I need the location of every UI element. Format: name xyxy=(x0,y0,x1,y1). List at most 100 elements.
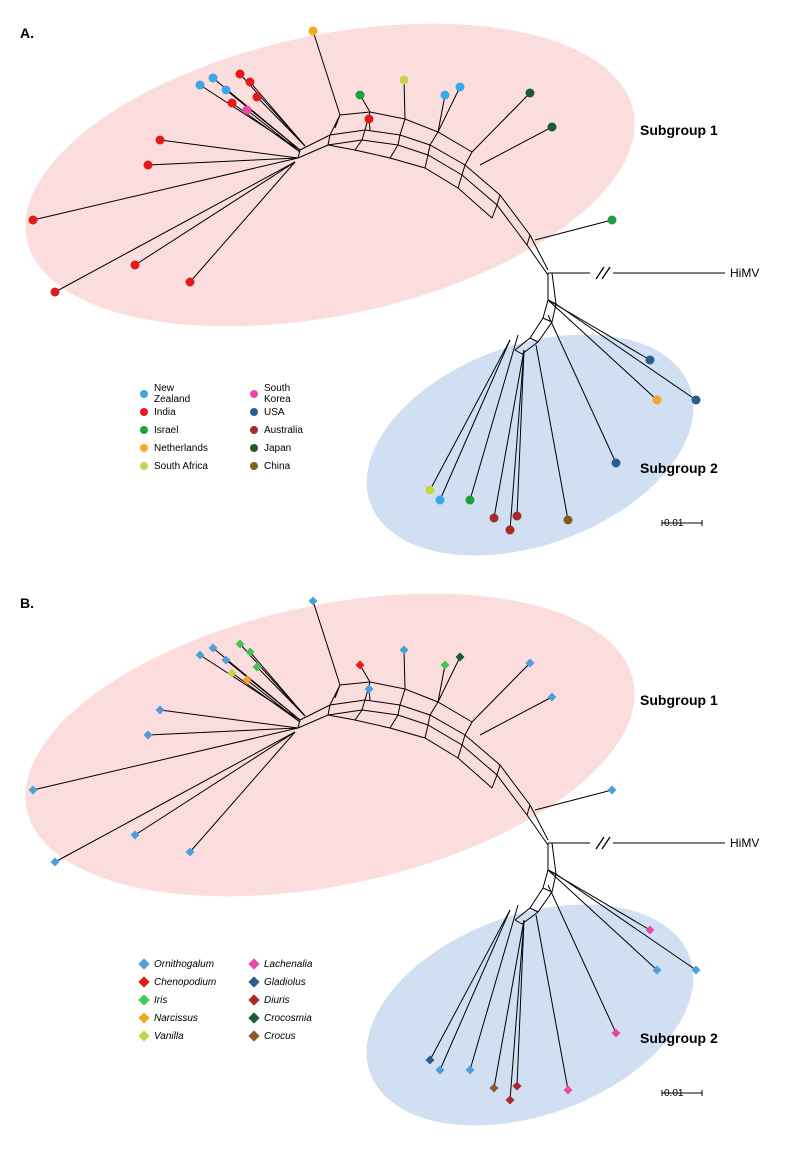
legend-item: Crocus xyxy=(250,1027,312,1045)
tip-marker xyxy=(612,459,621,468)
legend-item: Diuris xyxy=(250,991,312,1009)
legend-label: Diuris xyxy=(264,995,290,1006)
legend-marker xyxy=(138,1030,149,1041)
legend-label: Chenopodium xyxy=(154,977,216,988)
legend-marker xyxy=(250,426,258,434)
tip-marker xyxy=(144,161,153,170)
legend-item: South Africa xyxy=(140,457,208,475)
legend-label: Gladiolus xyxy=(264,977,306,988)
legend-item: Narcissus xyxy=(140,1009,216,1027)
legend-label: Vanilla xyxy=(154,1031,184,1042)
tip-marker xyxy=(51,288,60,297)
tip-marker xyxy=(564,516,573,525)
legend-marker xyxy=(250,462,258,470)
tip-marker xyxy=(356,91,365,100)
legend-label: Lachenalia xyxy=(264,959,312,970)
legend-item: China xyxy=(250,457,303,475)
tip-marker xyxy=(156,136,165,145)
legend-marker xyxy=(248,1012,259,1023)
panel-b-label: B. xyxy=(20,595,34,611)
legend-marker xyxy=(140,408,148,416)
legend-item: India xyxy=(140,403,208,421)
tip-marker xyxy=(309,27,318,36)
tip-marker xyxy=(243,106,252,115)
tip-marker xyxy=(400,76,409,85)
legend-label: South Africa xyxy=(154,461,208,472)
subgroup-1-ellipse xyxy=(0,544,662,947)
tip-marker xyxy=(228,99,237,108)
tip-marker xyxy=(513,512,522,521)
legend-label: Netherlands xyxy=(154,443,208,454)
legend-item: Netherlands xyxy=(140,439,208,457)
legend-marker xyxy=(140,390,148,398)
tip-marker xyxy=(456,83,465,92)
legend-label: Japan xyxy=(264,443,291,454)
tip-marker xyxy=(131,261,140,270)
tip-marker xyxy=(653,396,662,405)
tip-marker xyxy=(436,496,445,505)
tip-marker xyxy=(526,89,535,98)
tip-marker xyxy=(548,123,557,132)
legend-marker xyxy=(138,1012,149,1023)
panel-b-network xyxy=(0,544,725,1149)
phylogenetic-network-figure xyxy=(0,0,790,1149)
legend-label: Crocus xyxy=(264,1031,296,1042)
legend-marker xyxy=(248,976,259,987)
legend-marker xyxy=(250,390,258,398)
legend-marker xyxy=(248,994,259,1005)
legend-label: USA xyxy=(264,407,285,418)
tip-marker xyxy=(186,278,195,287)
tip-marker xyxy=(51,858,60,867)
panel-b-outgroup: HiMV xyxy=(730,836,759,850)
tip-marker xyxy=(506,526,515,535)
legend-item: USA xyxy=(250,403,303,421)
panel-b-subgroup1: Subgroup 1 xyxy=(640,692,718,708)
tip-marker xyxy=(608,786,617,795)
legend-item: Australia xyxy=(250,421,303,439)
tip-marker xyxy=(309,597,318,606)
tip-marker xyxy=(608,216,617,225)
legend-marker xyxy=(138,994,149,1005)
tip-marker xyxy=(441,91,450,100)
legend-marker xyxy=(140,462,148,470)
tip-marker xyxy=(466,496,475,505)
break-mark-icon xyxy=(596,267,610,279)
legend-item: Chenopodium xyxy=(140,973,216,991)
tip-marker xyxy=(490,514,499,523)
legend-marker xyxy=(140,444,148,452)
tip-marker xyxy=(196,81,205,90)
legend-label: Narcissus xyxy=(154,1013,198,1024)
legend-marker xyxy=(250,444,258,452)
legend-label: Crocosmia xyxy=(264,1013,312,1024)
subgroup-1-ellipse xyxy=(0,0,662,376)
subgroup-2-ellipse xyxy=(336,863,724,1149)
legend-item: Gladiolus xyxy=(250,973,312,991)
tip-marker xyxy=(426,486,435,495)
legend-marker xyxy=(248,958,259,969)
tip-marker xyxy=(646,356,655,365)
legend-label: India xyxy=(154,407,176,418)
legend-item: Lachenalia xyxy=(250,955,312,973)
legend-item: Ornithogalum xyxy=(140,955,216,973)
panel-b-scale-bar: 0.01 xyxy=(660,1088,683,1099)
tip-marker xyxy=(236,70,245,79)
legend-label: South Korea xyxy=(264,383,303,405)
panel-a-scale-bar: 0.01 xyxy=(660,518,683,529)
legend-marker xyxy=(138,976,149,987)
legend-label: China xyxy=(264,461,290,472)
tip-marker xyxy=(29,216,38,225)
legend-label: Ornithogalum xyxy=(154,959,214,970)
legend-label: Iris xyxy=(154,995,167,1006)
legend-item: Crocosmia xyxy=(250,1009,312,1027)
legend-label: Australia xyxy=(264,425,303,436)
legend-marker xyxy=(140,426,148,434)
legend-marker xyxy=(138,958,149,969)
tip-marker xyxy=(209,74,218,83)
panel-a-label: A. xyxy=(20,25,34,41)
panel-a-network xyxy=(0,0,725,597)
legend-item: Vanilla xyxy=(140,1027,216,1045)
legend-label: Israel xyxy=(154,425,178,436)
legend-item: Iris xyxy=(140,991,216,1009)
tip-marker xyxy=(692,396,701,405)
panel-b-subgroup2: Subgroup 2 xyxy=(640,1030,718,1046)
